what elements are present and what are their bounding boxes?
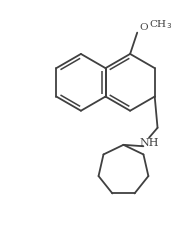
Text: O: O (140, 23, 148, 32)
Text: CH$_3$: CH$_3$ (149, 18, 172, 31)
Text: NH: NH (139, 137, 159, 147)
